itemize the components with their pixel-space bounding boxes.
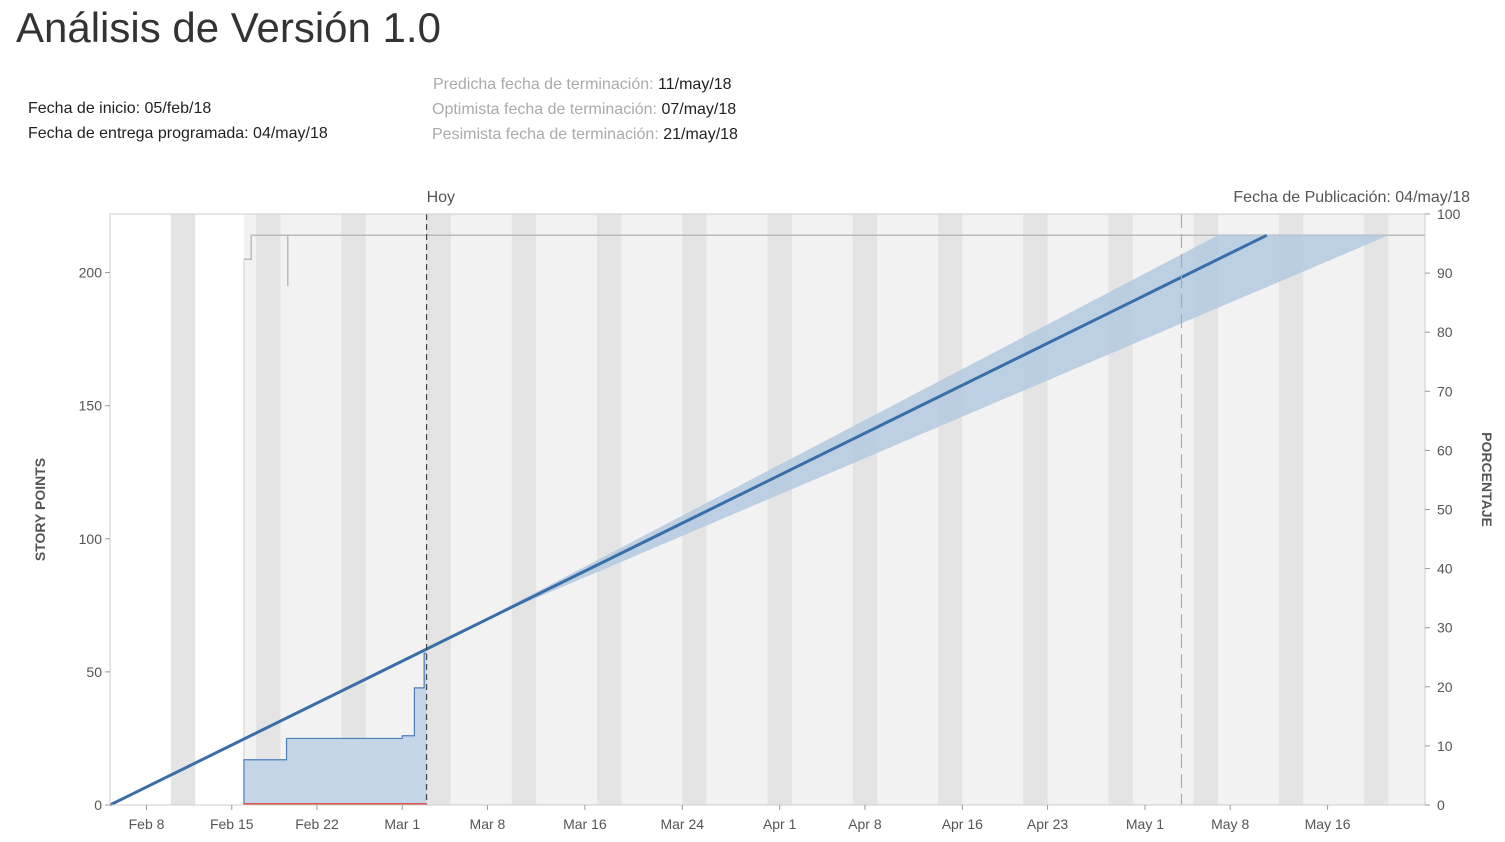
y2-tick-label-70: 70 (1437, 383, 1453, 399)
y2-tick-label-10: 10 (1437, 738, 1453, 754)
scheduled-date-label: Fecha de entrega programada: (28, 125, 249, 142)
weekend-band-13 (1278, 214, 1304, 805)
completed-line (243, 652, 427, 805)
x-tick-label-apr-1: Apr 1 (763, 816, 797, 832)
optimistic-date-value: 07/may/18 (661, 101, 737, 118)
predicted-date-label: Predicha fecha de terminación: (433, 76, 654, 93)
weekend-band-14 (1364, 214, 1389, 805)
x-tick-label-may-1: May 1 (1126, 816, 1164, 832)
today-marker-label: Hoy (427, 189, 455, 206)
y-tick-label-0: 0 (94, 797, 102, 813)
weekend-band-8 (852, 214, 878, 805)
x-tick-label-mar-8: Mar 8 (470, 816, 506, 832)
predicted-date-info: Predicha fecha de terminación: 11/may/18 (433, 76, 732, 94)
x-tick-label-apr-23: Apr 23 (1027, 816, 1068, 832)
x-tick-label-apr-16: Apr 16 (942, 816, 983, 832)
release-marker-label: Fecha de Publicación: 04/may/18 (1233, 189, 1470, 206)
y2-tick-label-0: 0 (1437, 797, 1445, 813)
weekend-band-2 (341, 214, 366, 805)
scope-line (243, 234, 1425, 261)
weekend-band-4 (511, 214, 537, 805)
predicted-date-value: 11/may/18 (658, 76, 732, 93)
x-tick-label-feb-15: Feb 15 (210, 816, 254, 832)
start-date-info: Fecha de inicio: 05/feb/18 (28, 100, 211, 118)
trend-line (109, 233, 1268, 807)
x-tick-label-mar-24: Mar 24 (660, 816, 704, 832)
y2-tick-label-90: 90 (1437, 265, 1453, 281)
weekend-band-7 (767, 214, 792, 805)
x-tick-label-mar-1: Mar 1 (384, 816, 420, 832)
weekend-band-5 (597, 214, 622, 805)
scheduled-date-value: 04/may/18 (253, 125, 328, 142)
y-tick-label-150: 150 (79, 398, 103, 414)
y2-tick-label-100: 100 (1437, 206, 1461, 222)
x-tick-label-feb-22: Feb 22 (295, 816, 339, 832)
y2-tick-label-30: 30 (1437, 620, 1453, 636)
x-tick-label-feb-8: Feb 8 (129, 816, 165, 832)
pessimistic-date-label: Pesimista fecha de terminación: (432, 126, 659, 143)
start-date-label: Fecha de inicio: (28, 100, 141, 117)
y2-tick-label-20: 20 (1437, 679, 1453, 695)
start-date-value: 05/feb/18 (144, 100, 212, 117)
weekend-band-10 (1023, 214, 1048, 805)
optimistic-date-label: Optimista fecha de terminación: (432, 101, 657, 118)
x-tick-label-apr-8: Apr 8 (848, 816, 882, 832)
weekend-band-1 (256, 214, 281, 805)
pessimistic-date-value: 21/may/18 (663, 126, 738, 143)
y2-tick-label-50: 50 (1437, 502, 1453, 518)
y-tick-label-100: 100 (79, 531, 103, 547)
weekend-band-0 (170, 214, 196, 805)
x-tick-label-may-8: May 8 (1211, 816, 1249, 832)
pessimistic-date-info: Pesimista fecha de terminación: 21/may/1… (432, 126, 738, 144)
weekend-band-3 (426, 214, 451, 805)
x-tick-label-may-16: May 16 (1305, 816, 1351, 832)
optimistic-date-info: Optimista fecha de terminación: 07/may/1… (432, 101, 736, 119)
y2-tick-label-60: 60 (1437, 442, 1453, 458)
y-axis-title: STORY POINTS (32, 458, 48, 561)
y2-axis-title: PORCENTAJE (1479, 432, 1495, 527)
y2-tick-label-80: 80 (1437, 324, 1453, 340)
y2-tick-label-40: 40 (1437, 561, 1453, 577)
forecast-band (475, 235, 1389, 624)
y-tick-label-50: 50 (86, 664, 102, 680)
x-tick-label-mar-16: Mar 16 (563, 816, 607, 832)
y-tick-label-200: 200 (79, 265, 103, 281)
completed-area (243, 653, 427, 805)
weekend-band-9 (937, 214, 963, 805)
page-title: Análisis de Versión 1.0 (16, 4, 441, 51)
scheduled-date-info: Fecha de entrega programada: 04/may/18 (28, 125, 328, 143)
